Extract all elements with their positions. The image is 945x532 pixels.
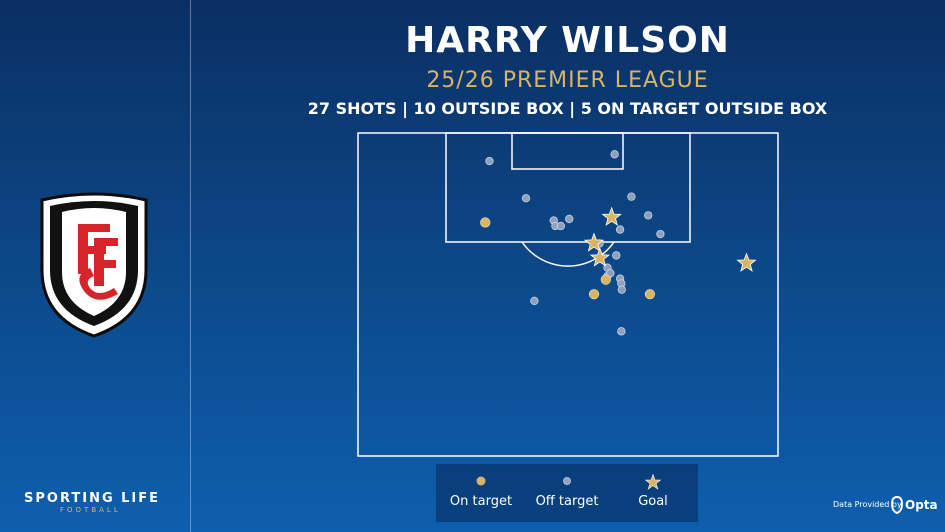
- shot-summary: 27 SHOTS | 10 OUTSIDE BOX | 5 ON TARGET …: [307, 99, 828, 118]
- goal-mark: [736, 252, 757, 272]
- on-target-mark: [480, 217, 491, 228]
- opta-logo-icon: [890, 496, 904, 514]
- goal-star-icon: [645, 474, 661, 490]
- half-pitch-outline: [357, 132, 779, 457]
- off-target-mark: [644, 211, 653, 220]
- penalty-arc: [521, 241, 615, 267]
- legend-on-target-label: On target: [449, 494, 513, 509]
- off-target-mark: [556, 221, 566, 231]
- six-yard-box: [511, 132, 624, 170]
- on-target-mark: [588, 289, 600, 300]
- legend: On target Off target Goal: [436, 464, 698, 522]
- off-target-mark: [530, 296, 539, 306]
- off-target-mark: [617, 285, 626, 294]
- off-target-mark: [656, 229, 665, 239]
- legend-goal-label: Goal: [638, 494, 668, 509]
- legend-goal: Goal: [608, 464, 698, 522]
- goal-mark: [583, 232, 605, 252]
- goal-mark: [589, 247, 611, 267]
- off-target-mark: [565, 214, 574, 224]
- brand-sub: FOOTBALL: [60, 506, 121, 514]
- data-credit: Data Provided by: [833, 500, 902, 509]
- legend-on-target: On target: [436, 464, 526, 522]
- off-target-dot-icon: [563, 477, 571, 485]
- off-target-mark: [627, 192, 636, 201]
- data-provider: Opta: [905, 498, 938, 512]
- vertical-divider: [190, 0, 191, 532]
- goal-mark: [601, 206, 622, 226]
- off-target-mark: [617, 327, 626, 336]
- legend-off-target: Off target: [522, 464, 612, 522]
- on-target-mark: [644, 289, 656, 300]
- legend-off-target-label: Off target: [535, 494, 599, 509]
- off-target-mark: [521, 194, 531, 203]
- off-target-mark: [610, 150, 619, 159]
- off-target-mark: [612, 251, 621, 260]
- off-target-mark: [615, 225, 625, 234]
- pitch-lines: [357, 132, 779, 457]
- off-target-mark: [606, 269, 615, 278]
- off-target-mark: [485, 156, 494, 166]
- on-target-dot-icon: [476, 476, 486, 486]
- club-crest-icon: [40, 192, 148, 338]
- on-target-mark: [600, 274, 611, 285]
- brand-name: SPORTING LIFE: [24, 491, 161, 506]
- competition-subtitle: 25/26 PREMIER LEAGUE: [426, 68, 709, 93]
- player-title: HARRY WILSON: [405, 20, 730, 61]
